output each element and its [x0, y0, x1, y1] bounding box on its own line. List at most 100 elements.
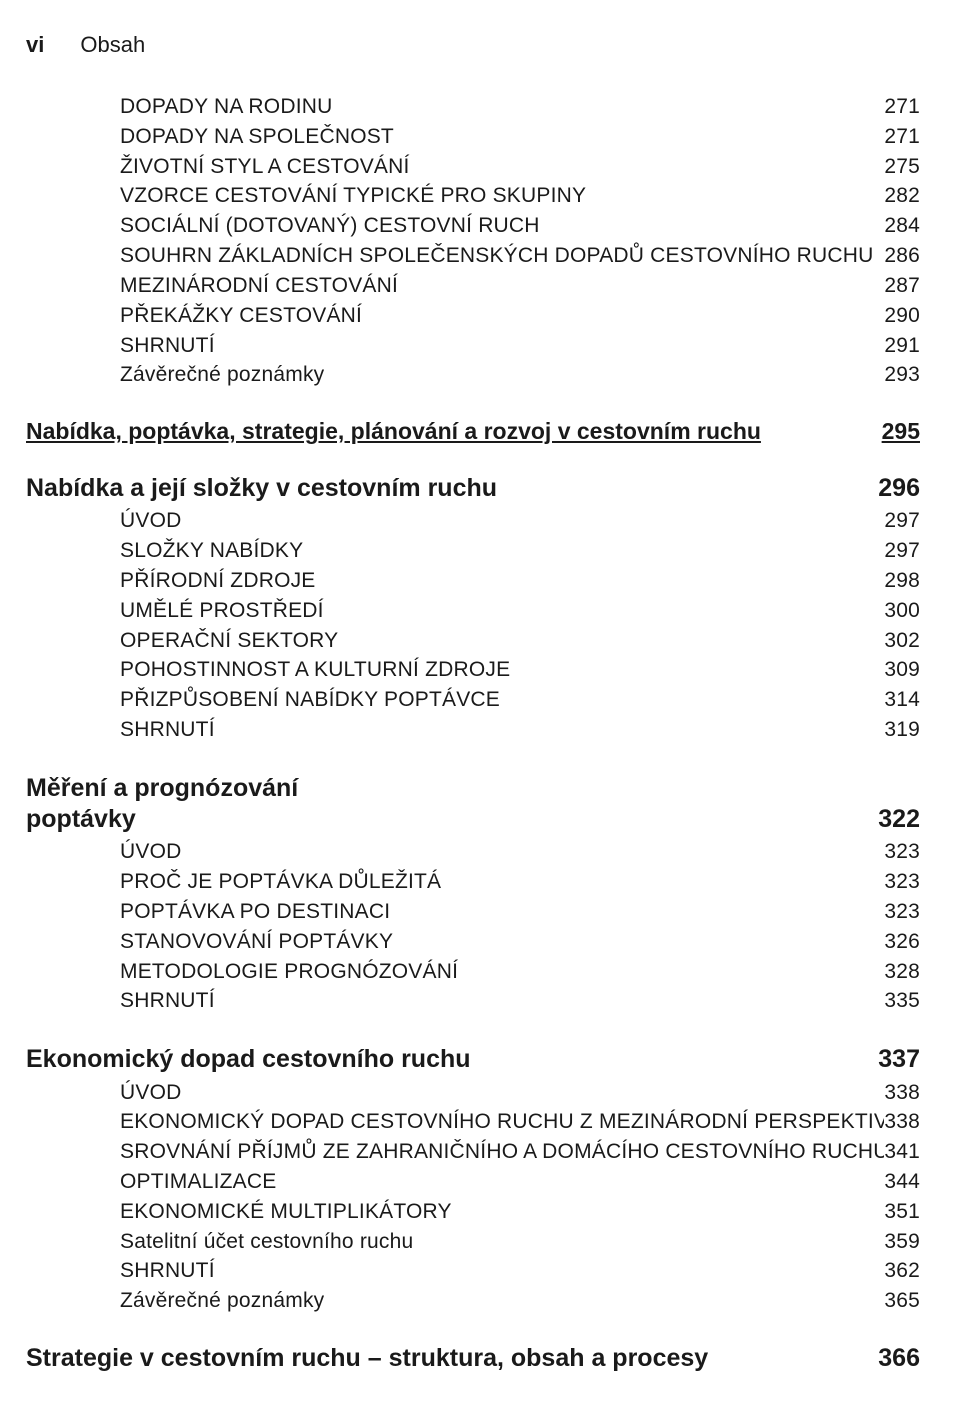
toc-entry-label: PŘIZPŮSOBENÍ NABÍDKY POPTÁVCE — [120, 685, 500, 715]
toc-entry-page: 359 — [884, 1227, 920, 1257]
toc-entry-label: Satelitní účet cestovního ruchu — [120, 1227, 413, 1257]
toc-entry-page: 338 — [884, 1078, 920, 1108]
toc-entry-label: ŽIVOTNÍ STYL A CESTOVÁNÍ — [120, 152, 410, 182]
toc-entry: STANOVOVÁNÍ POPTÁVKY 326 — [26, 927, 920, 957]
toc-entry-page: 297 — [884, 506, 920, 536]
chapter-page: 337 — [878, 1044, 920, 1075]
toc-entry-page: 319 — [884, 715, 920, 745]
toc-entry-label: UMĚLÉ PROSTŘEDÍ — [120, 596, 324, 626]
chapter-row: Nabídka a její složky v cestovním ruchu … — [26, 473, 920, 504]
toc-entry-label: SROVNÁNÍ PŘÍJMŮ ZE ZAHRANIČNÍHO A DOMÁCÍ… — [120, 1137, 884, 1167]
toc-entry: Závěrečné poznámky 293 — [26, 360, 920, 390]
toc-entry: SROVNÁNÍ PŘÍJMŮ ZE ZAHRANIČNÍHO A DOMÁCÍ… — [26, 1137, 920, 1167]
toc-chapter-3: Ekonomický dopad cestovního ruchu 337 ÚV… — [26, 1044, 920, 1316]
page-header: vi Obsah — [26, 32, 920, 58]
toc-page: vi Obsah DOPADY NA RODINU271DOPADY NA SP… — [0, 0, 960, 1405]
chapter-label-line2: poptávky — [26, 804, 136, 835]
toc-entry: SHRNUTÍ 335 — [26, 986, 920, 1016]
toc-entry-page: 282 — [884, 181, 920, 211]
toc-section-1: Nabídka, poptávka, strategie, plánování … — [26, 418, 920, 445]
toc-entry-page: 323 — [884, 837, 920, 867]
toc-entry-page: 326 — [884, 927, 920, 957]
toc-entry-label: PŘÍRODNÍ ZDROJE — [120, 566, 316, 596]
section-row: Nabídka, poptávka, strategie, plánování … — [26, 418, 920, 445]
toc-entry-page: 293 — [884, 360, 920, 390]
toc-entry-label: Závěrečné poznámky — [120, 360, 324, 390]
chapter-label: Strategie v cestovním ruchu – struktura,… — [26, 1344, 708, 1373]
toc-entry-page: 297 — [884, 536, 920, 566]
toc-entry-page: 365 — [884, 1286, 920, 1316]
toc-entry: VZORCE CESTOVÁNÍ TYPICKÉ PRO SKUPINY 282 — [26, 181, 920, 211]
chapter-label: Nabídka a její složky v cestovním ruchu — [26, 473, 497, 504]
toc-entry: SOUHRN ZÁKLADNÍCH SPOLEČENSKÝCH DOPADŮ C… — [26, 241, 920, 271]
toc-entry-label: STANOVOVÁNÍ POPTÁVKY — [120, 927, 393, 957]
toc-entry-label: VZORCE CESTOVÁNÍ TYPICKÉ PRO SKUPINY — [120, 181, 586, 211]
section-page: 295 — [882, 418, 920, 445]
toc-entry: SLOŽKY NABÍDKY 297 — [26, 536, 920, 566]
toc-entry-page: 284 — [884, 211, 920, 241]
toc-entry: POPTÁVKA PO DESTINACI 323 — [26, 897, 920, 927]
toc-entry-label: Závěrečné poznámky — [120, 1286, 324, 1316]
toc-entry-page: 341 — [884, 1137, 920, 1167]
toc-entry-label: SOUHRN ZÁKLADNÍCH SPOLEČENSKÝCH DOPADŮ C… — [120, 241, 874, 271]
toc-entry-label: ÚVOD — [120, 506, 181, 536]
toc-entry-page: 291 — [884, 331, 920, 361]
toc-entry-label: EKONOMICKÝ DOPAD CESTOVNÍHO RUCHU Z MEZI… — [120, 1107, 884, 1137]
chapter-label: Ekonomický dopad cestovního ruchu — [26, 1044, 471, 1075]
toc-entry: ÚVOD 297 — [26, 506, 920, 536]
toc-entry: ŽIVOTNÍ STYL A CESTOVÁNÍ 275 — [26, 152, 920, 182]
toc-entry: SOCIÁLNÍ (DOTOVANÝ) CESTOVNÍ RUCH 284 — [26, 211, 920, 241]
toc-entry: ÚVOD 323 — [26, 837, 920, 867]
toc-entry-label: PROČ JE POPTÁVKA DŮLEŽITÁ — [120, 867, 441, 897]
toc-footer-chapter: Strategie v cestovním ruchu – struktura,… — [26, 1344, 920, 1373]
toc-entry-page: 271 — [884, 122, 920, 152]
toc-entry-label: SHRNUTÍ — [120, 715, 215, 745]
toc-entry-page: 286 — [884, 241, 920, 271]
toc-entry-page: 351 — [884, 1197, 920, 1227]
toc-entry: SHRNUTÍ 362 — [26, 1256, 920, 1286]
toc-entry: Závěrečné poznámky 365 — [26, 1286, 920, 1316]
toc-entry: SHRNUTÍ 319 — [26, 715, 920, 745]
page-number-roman: vi — [26, 32, 44, 58]
toc-entry-label: PŘEKÁŽKY CESTOVÁNÍ — [120, 301, 362, 331]
toc-entry-label: SOCIÁLNÍ (DOTOVANÝ) CESTOVNÍ RUCH — [120, 211, 540, 241]
toc-block-1: DOPADY NA RODINU271DOPADY NA SPOLEČNOST2… — [26, 92, 920, 390]
toc-entry-page: 302 — [884, 626, 920, 656]
toc-entry: PROČ JE POPTÁVKA DŮLEŽITÁ323 — [26, 867, 920, 897]
toc-entry-label: POPTÁVKA PO DESTINACI — [120, 897, 390, 927]
chapter-page: 296 — [878, 473, 920, 504]
toc-entry-label: SLOŽKY NABÍDKY — [120, 536, 303, 566]
toc-entry: UMĚLÉ PROSTŘEDÍ300 — [26, 596, 920, 626]
toc-entry-page: 314 — [884, 685, 920, 715]
toc-entry-label: MEZINÁRODNÍ CESTOVÁNÍ — [120, 271, 398, 301]
toc-chapter-2: Měření a prognózování poptávky 322 ÚVOD 3… — [26, 773, 920, 1016]
toc-block-2: ÚVOD297SLOŽKY NABÍDKY297PŘÍRODNÍ ZDROJE2… — [26, 506, 920, 745]
toc-entry-label: SHRNUTÍ — [120, 986, 215, 1016]
toc-entry-label: ÚVOD — [120, 837, 181, 867]
toc-entry-page: 309 — [884, 655, 920, 685]
toc-entry-page: 362 — [884, 1256, 920, 1286]
toc-entry: MEZINÁRODNÍ CESTOVÁNÍ 287 — [26, 271, 920, 301]
toc-entry: EKONOMICKÝ DOPAD CESTOVNÍHO RUCHU Z MEZI… — [26, 1107, 920, 1137]
toc-entry: ÚVOD338 — [26, 1078, 920, 1108]
toc-entry-page: 287 — [884, 271, 920, 301]
toc-entry: DOPADY NA SPOLEČNOST271 — [26, 122, 920, 152]
toc-entry: PŘIZPŮSOBENÍ NABÍDKY POPTÁVCE 314 — [26, 685, 920, 715]
chapter-page: 322 — [878, 804, 920, 835]
toc-entry-page: 275 — [884, 152, 920, 182]
toc-entry: PŘEKÁŽKY CESTOVÁNÍ290 — [26, 301, 920, 331]
toc-entry-page: 328 — [884, 957, 920, 987]
toc-entry: OPERAČNÍ SEKTORY 302 — [26, 626, 920, 656]
section-label: Nabídka, poptávka, strategie, plánování … — [26, 418, 761, 445]
chapter-row: Měření a prognózování poptávky 322 — [26, 773, 920, 836]
toc-entry: OPTIMALIZACE 344 — [26, 1167, 920, 1197]
toc-entry-label: OPTIMALIZACE — [120, 1167, 276, 1197]
toc-entry: PŘÍRODNÍ ZDROJE298 — [26, 566, 920, 596]
toc-entry-label: DOPADY NA RODINU — [120, 92, 332, 122]
toc-entry-page: 335 — [884, 986, 920, 1016]
toc-entry: DOPADY NA RODINU271 — [26, 92, 920, 122]
toc-entry-label: SHRNUTÍ — [120, 1256, 215, 1286]
toc-entry-page: 344 — [884, 1167, 920, 1197]
toc-entry-label: OPERAČNÍ SEKTORY — [120, 626, 338, 656]
toc-entry-page: 323 — [884, 897, 920, 927]
